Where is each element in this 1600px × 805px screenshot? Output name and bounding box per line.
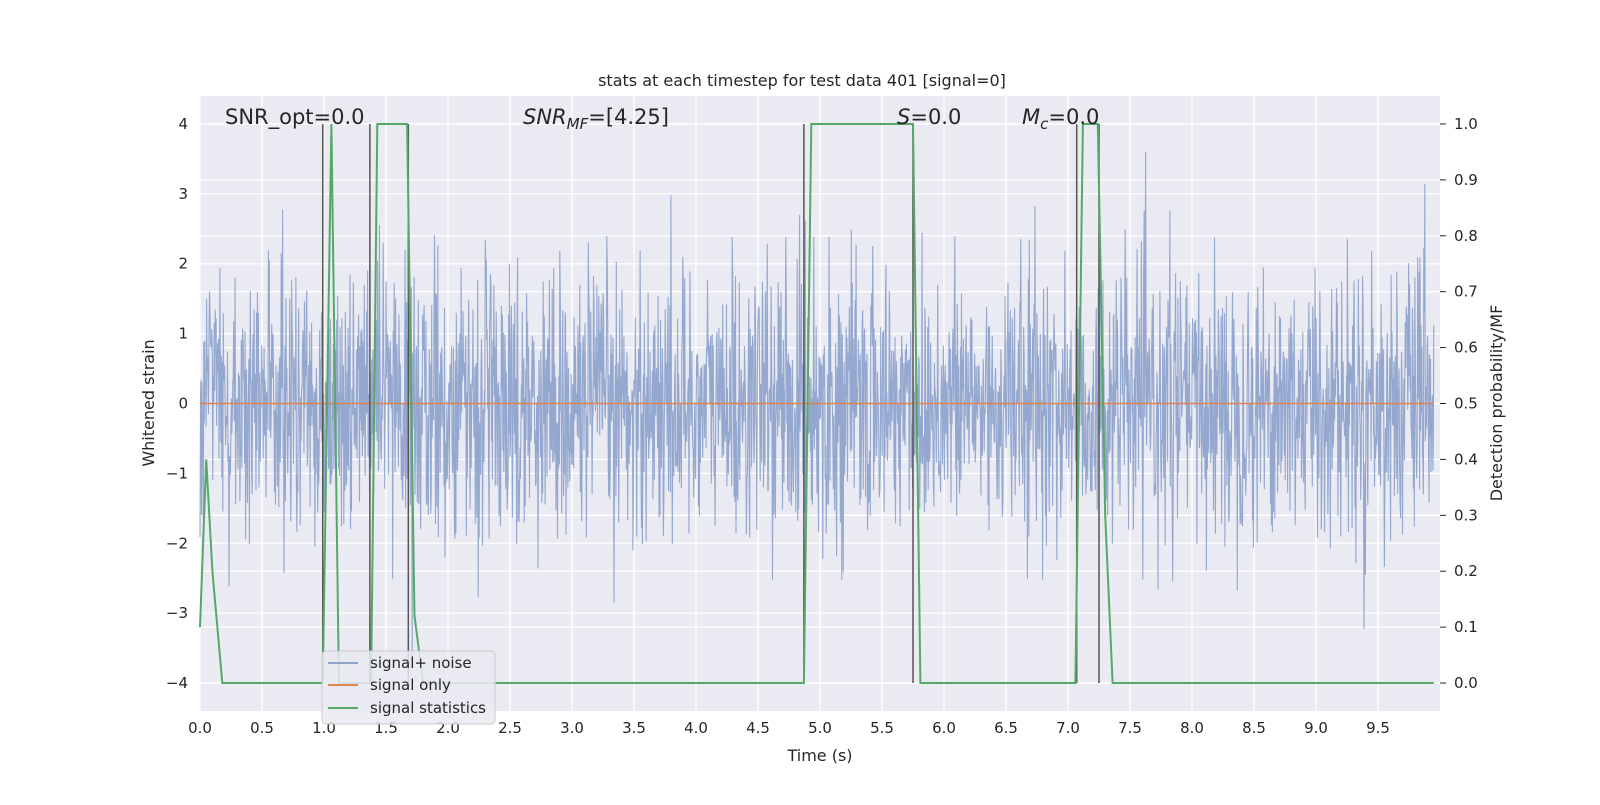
- y-right-tick-label-0: 1.0: [1454, 115, 1478, 133]
- y-right-tick-label-2: 0.8: [1454, 227, 1478, 245]
- y-left-tick-label-0: 4: [178, 115, 188, 133]
- legend-box: [321, 650, 496, 725]
- snr-mf-subscript: MF: [567, 115, 589, 133]
- y-left-tick-label-8: −4: [166, 674, 188, 692]
- s-value: =0.0: [910, 105, 961, 129]
- legend-label-signal-only: signal only: [370, 676, 451, 694]
- mc-subscript: c: [1040, 115, 1049, 133]
- x-tick-label-5: 2.5: [498, 719, 522, 737]
- x-tick-label-0: 0.0: [188, 719, 212, 737]
- y-left-tick-label-6: −2: [166, 534, 188, 552]
- legend-label-signal-statistics: signal statistics: [370, 699, 486, 717]
- y-right-tick-label-3: 0.7: [1454, 283, 1478, 301]
- snr-mf-symbol: SNR: [523, 105, 567, 129]
- y-left-tick-label-1: 3: [178, 185, 188, 203]
- vertical-markers: [322, 123, 1100, 684]
- chart-title: stats at each timestep for test data 401…: [598, 71, 1006, 90]
- series-signal-statistics: [199, 123, 1434, 684]
- y-left-axis-label: Whitened strain: [139, 339, 158, 466]
- y-right-axis-label: Detection probability/MF: [1487, 305, 1506, 502]
- y-left-tick-label-5: −1: [166, 464, 188, 482]
- y-right-tick-label-1: 0.9: [1454, 171, 1478, 189]
- x-tick-label-13: 6.5: [994, 719, 1018, 737]
- x-tick-label-11: 5.5: [870, 719, 894, 737]
- y-right-axis-ticks: 1.0 0.9 0.8 0.7 0.6 0.5 0.4 0.3 0.2 0.1 0.0: [1440, 115, 1478, 692]
- x-tick-label-14: 7.0: [1056, 719, 1080, 737]
- y-left-tick-label-4: 0: [178, 395, 188, 413]
- y-right-tick-label-7: 0.3: [1454, 506, 1478, 524]
- x-tick-label-10: 5.0: [808, 719, 832, 737]
- x-tick-label-15: 7.5: [1118, 719, 1142, 737]
- snr-mf-value: =[4.25]: [588, 105, 669, 129]
- x-tick-label-18: 9.0: [1304, 719, 1328, 737]
- s-symbol: S: [897, 105, 910, 129]
- y-right-tick-label-8: 0.2: [1454, 562, 1478, 580]
- x-tick-label-6: 3.0: [560, 719, 584, 737]
- y-right-tick-label-6: 0.4: [1454, 450, 1478, 468]
- signal-statistics-line: [199, 123, 1434, 684]
- y-right-tick-label-9: 0.1: [1454, 618, 1478, 636]
- annotation-s: S=0.0: [897, 105, 961, 129]
- y-right-tick-label-5: 0.5: [1454, 395, 1478, 413]
- y-right-tick-label-10: 0.0: [1454, 674, 1478, 692]
- y-left-tick-label-2: 2: [178, 255, 188, 273]
- x-tick-label-12: 6.0: [932, 719, 956, 737]
- series-signal-noise: [199, 151, 1435, 663]
- annotation-snr-mf: SNRMF=[4.25]: [523, 105, 669, 133]
- y-right-tick-label-4: 0.6: [1454, 339, 1478, 357]
- noise-trace: [199, 151, 1435, 663]
- x-tick-label-7: 3.5: [622, 719, 646, 737]
- y-left-axis-ticks: 4 3 2 1 0 −1 −2 −3 −4: [166, 115, 188, 692]
- mc-symbol: M: [1022, 105, 1040, 129]
- x-tick-label-16: 8.0: [1180, 719, 1204, 737]
- x-tick-label-9: 4.5: [746, 719, 770, 737]
- y-left-tick-label-7: −3: [166, 604, 188, 622]
- x-tick-label-1: 0.5: [250, 719, 274, 737]
- legend: signal+ noise signal only signal statist…: [321, 650, 496, 725]
- x-tick-label-19: 9.5: [1366, 719, 1390, 737]
- y-left-tick-label-3: 1: [178, 325, 188, 343]
- annotation-snr-opt: SNR_opt=0.0: [225, 105, 365, 130]
- legend-label-signal-noise: signal+ noise: [370, 654, 472, 672]
- x-axis-label: Time (s): [786, 746, 852, 765]
- annotation-mc: Mc=0.0: [1022, 105, 1099, 133]
- x-tick-label-8: 4.0: [684, 719, 708, 737]
- x-tick-label-17: 8.5: [1242, 719, 1266, 737]
- mc-value: =0.0: [1048, 105, 1099, 129]
